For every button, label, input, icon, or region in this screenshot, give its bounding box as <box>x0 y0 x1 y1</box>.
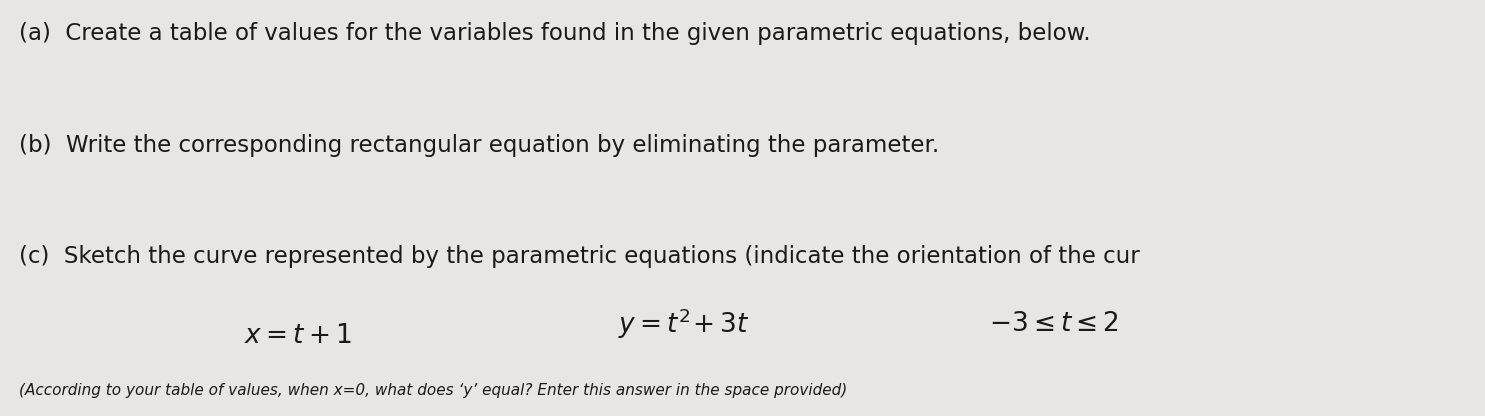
Text: $-3 \leq t \leq 2$: $-3 \leq t \leq 2$ <box>989 311 1118 337</box>
Text: (a)  Create a table of values for the variables found in the given parametric eq: (a) Create a table of values for the var… <box>19 22 1091 45</box>
Text: (b)  Write the corresponding rectangular equation by eliminating the parameter.: (b) Write the corresponding rectangular … <box>19 134 940 156</box>
Text: (According to your table of values, when x=0, what does ‘y’ equal? Enter this an: (According to your table of values, when… <box>19 383 848 398</box>
Text: $x = t + 1$: $x = t + 1$ <box>244 323 352 349</box>
Text: (c)  Sketch the curve represented by the parametric equations (indicate the orie: (c) Sketch the curve represented by the … <box>19 245 1140 268</box>
Text: $y = t^2\!+3t$: $y = t^2\!+3t$ <box>618 307 748 341</box>
